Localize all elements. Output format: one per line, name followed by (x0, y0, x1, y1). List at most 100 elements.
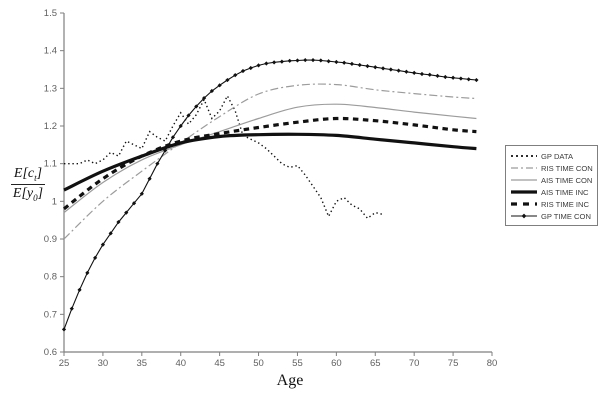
legend-item-ris-time-inc: RIS TIME INC (510, 198, 594, 210)
legend-item-ais-time-inc: AIS TIME INC (510, 186, 594, 198)
legend-label: GP TIME CON (541, 211, 591, 221)
series-marker (412, 70, 417, 75)
series-marker (303, 57, 308, 63)
series-marker (217, 83, 222, 88)
series-marker (404, 69, 409, 74)
series-marker (295, 58, 300, 63)
x-tick-label: 55 (292, 358, 303, 369)
y-axis-label: E[ct] E[y0] (5, 166, 51, 203)
series-marker (209, 88, 214, 94)
series-marker (93, 255, 98, 260)
legend-item-ais-time-con: AIS TIME CON (510, 174, 594, 186)
y-tick-label: 1.5 (44, 8, 57, 19)
series-marker (380, 66, 386, 71)
series-marker (349, 61, 355, 66)
series-marker (194, 104, 199, 109)
series-line-ris-time-inc (63, 116, 477, 211)
y-tick-label: 1 (52, 196, 57, 207)
legend-line-sample (511, 167, 537, 169)
x-tick-label: 60 (331, 358, 342, 369)
x-tick-label: 25 (59, 358, 70, 369)
series-marker (233, 73, 238, 78)
legend: GP DATA RIS TIME CON AIS TIME CON AIS TIME … (505, 145, 598, 226)
series-marker (264, 61, 269, 66)
legend-item-ris-time-con: RIS TIME CON (510, 162, 594, 174)
legend-line-sample (511, 190, 537, 194)
series-marker (272, 60, 277, 65)
series-marker (131, 201, 137, 206)
series-marker (365, 64, 370, 69)
legend-label: RIS TIME CON (541, 163, 593, 173)
series-line-gp-time-con (63, 59, 477, 330)
y-tick-label: 1.2 (44, 121, 57, 132)
series-marker (318, 58, 323, 63)
series-marker (388, 67, 393, 72)
x-tick-label: 75 (448, 358, 459, 369)
series-marker (139, 191, 144, 196)
series-marker (458, 76, 463, 81)
series-marker (287, 58, 292, 63)
series-marker (466, 77, 471, 82)
series-marker (419, 71, 425, 77)
series-line-gp-data (64, 94, 384, 220)
series-marker (342, 60, 347, 65)
y-tick-label: 0.9 (44, 234, 57, 245)
series-marker (61, 327, 67, 332)
series-marker (170, 135, 176, 140)
series-marker (201, 96, 207, 101)
legend-item-gp-data: GP DATA (510, 150, 594, 162)
series-marker (450, 75, 456, 80)
series-marker (163, 148, 168, 153)
series-marker (186, 113, 191, 118)
series-marker (435, 73, 440, 79)
series-marker (147, 176, 152, 181)
series-marker (124, 210, 129, 215)
series-marker (155, 161, 160, 166)
series-marker (100, 242, 106, 247)
series-marker (443, 74, 448, 80)
series-marker (279, 59, 284, 64)
y-tick-label: 0.8 (44, 272, 57, 283)
y-tick-label: 1.1 (44, 159, 57, 170)
legend-item-gp-time-con: GP TIME CON (510, 210, 594, 222)
series-marker (334, 59, 339, 65)
series-marker (256, 63, 261, 68)
x-axis-label: Age (276, 372, 304, 389)
x-tick-label: 40 (175, 358, 186, 369)
series-marker (225, 77, 230, 83)
legend-marker (521, 213, 527, 219)
series-line-ais-time-con (63, 103, 477, 214)
series-marker (474, 77, 479, 83)
series-marker (427, 72, 432, 77)
y-tick-label: 0.7 (44, 309, 57, 320)
series-marker (178, 123, 183, 129)
series-marker (85, 270, 90, 275)
y-tick-label: 0.6 (44, 347, 57, 358)
x-tick-label: 80 (487, 358, 498, 369)
legend-label: AIS TIME INC (541, 187, 589, 197)
legend-line-sample (511, 213, 537, 219)
x-tick-label: 30 (98, 358, 109, 369)
series-marker (108, 231, 113, 236)
legend-line-sample (511, 155, 537, 157)
series-marker (373, 65, 378, 70)
x-tick-label: 65 (370, 358, 381, 369)
legend-label: RIS TIME INC (541, 199, 589, 209)
y-axis-label-denominator: E[y0] (12, 185, 44, 203)
series-marker (69, 306, 74, 311)
x-tick-label: 70 (409, 358, 420, 369)
x-tick-label: 35 (137, 358, 148, 369)
series-marker (326, 59, 331, 64)
legend-label: AIS TIME CON (541, 175, 593, 185)
series-marker (310, 57, 316, 63)
y-tick-label: 1.3 (44, 83, 57, 94)
series-marker (357, 62, 362, 68)
legend-line-sample (511, 179, 537, 181)
y-axis-label-numerator: E[ct] (10, 166, 46, 185)
series-marker (77, 287, 82, 292)
legend-line-sample (511, 202, 537, 206)
series-marker (396, 68, 401, 73)
axes-lines (63, 13, 492, 353)
